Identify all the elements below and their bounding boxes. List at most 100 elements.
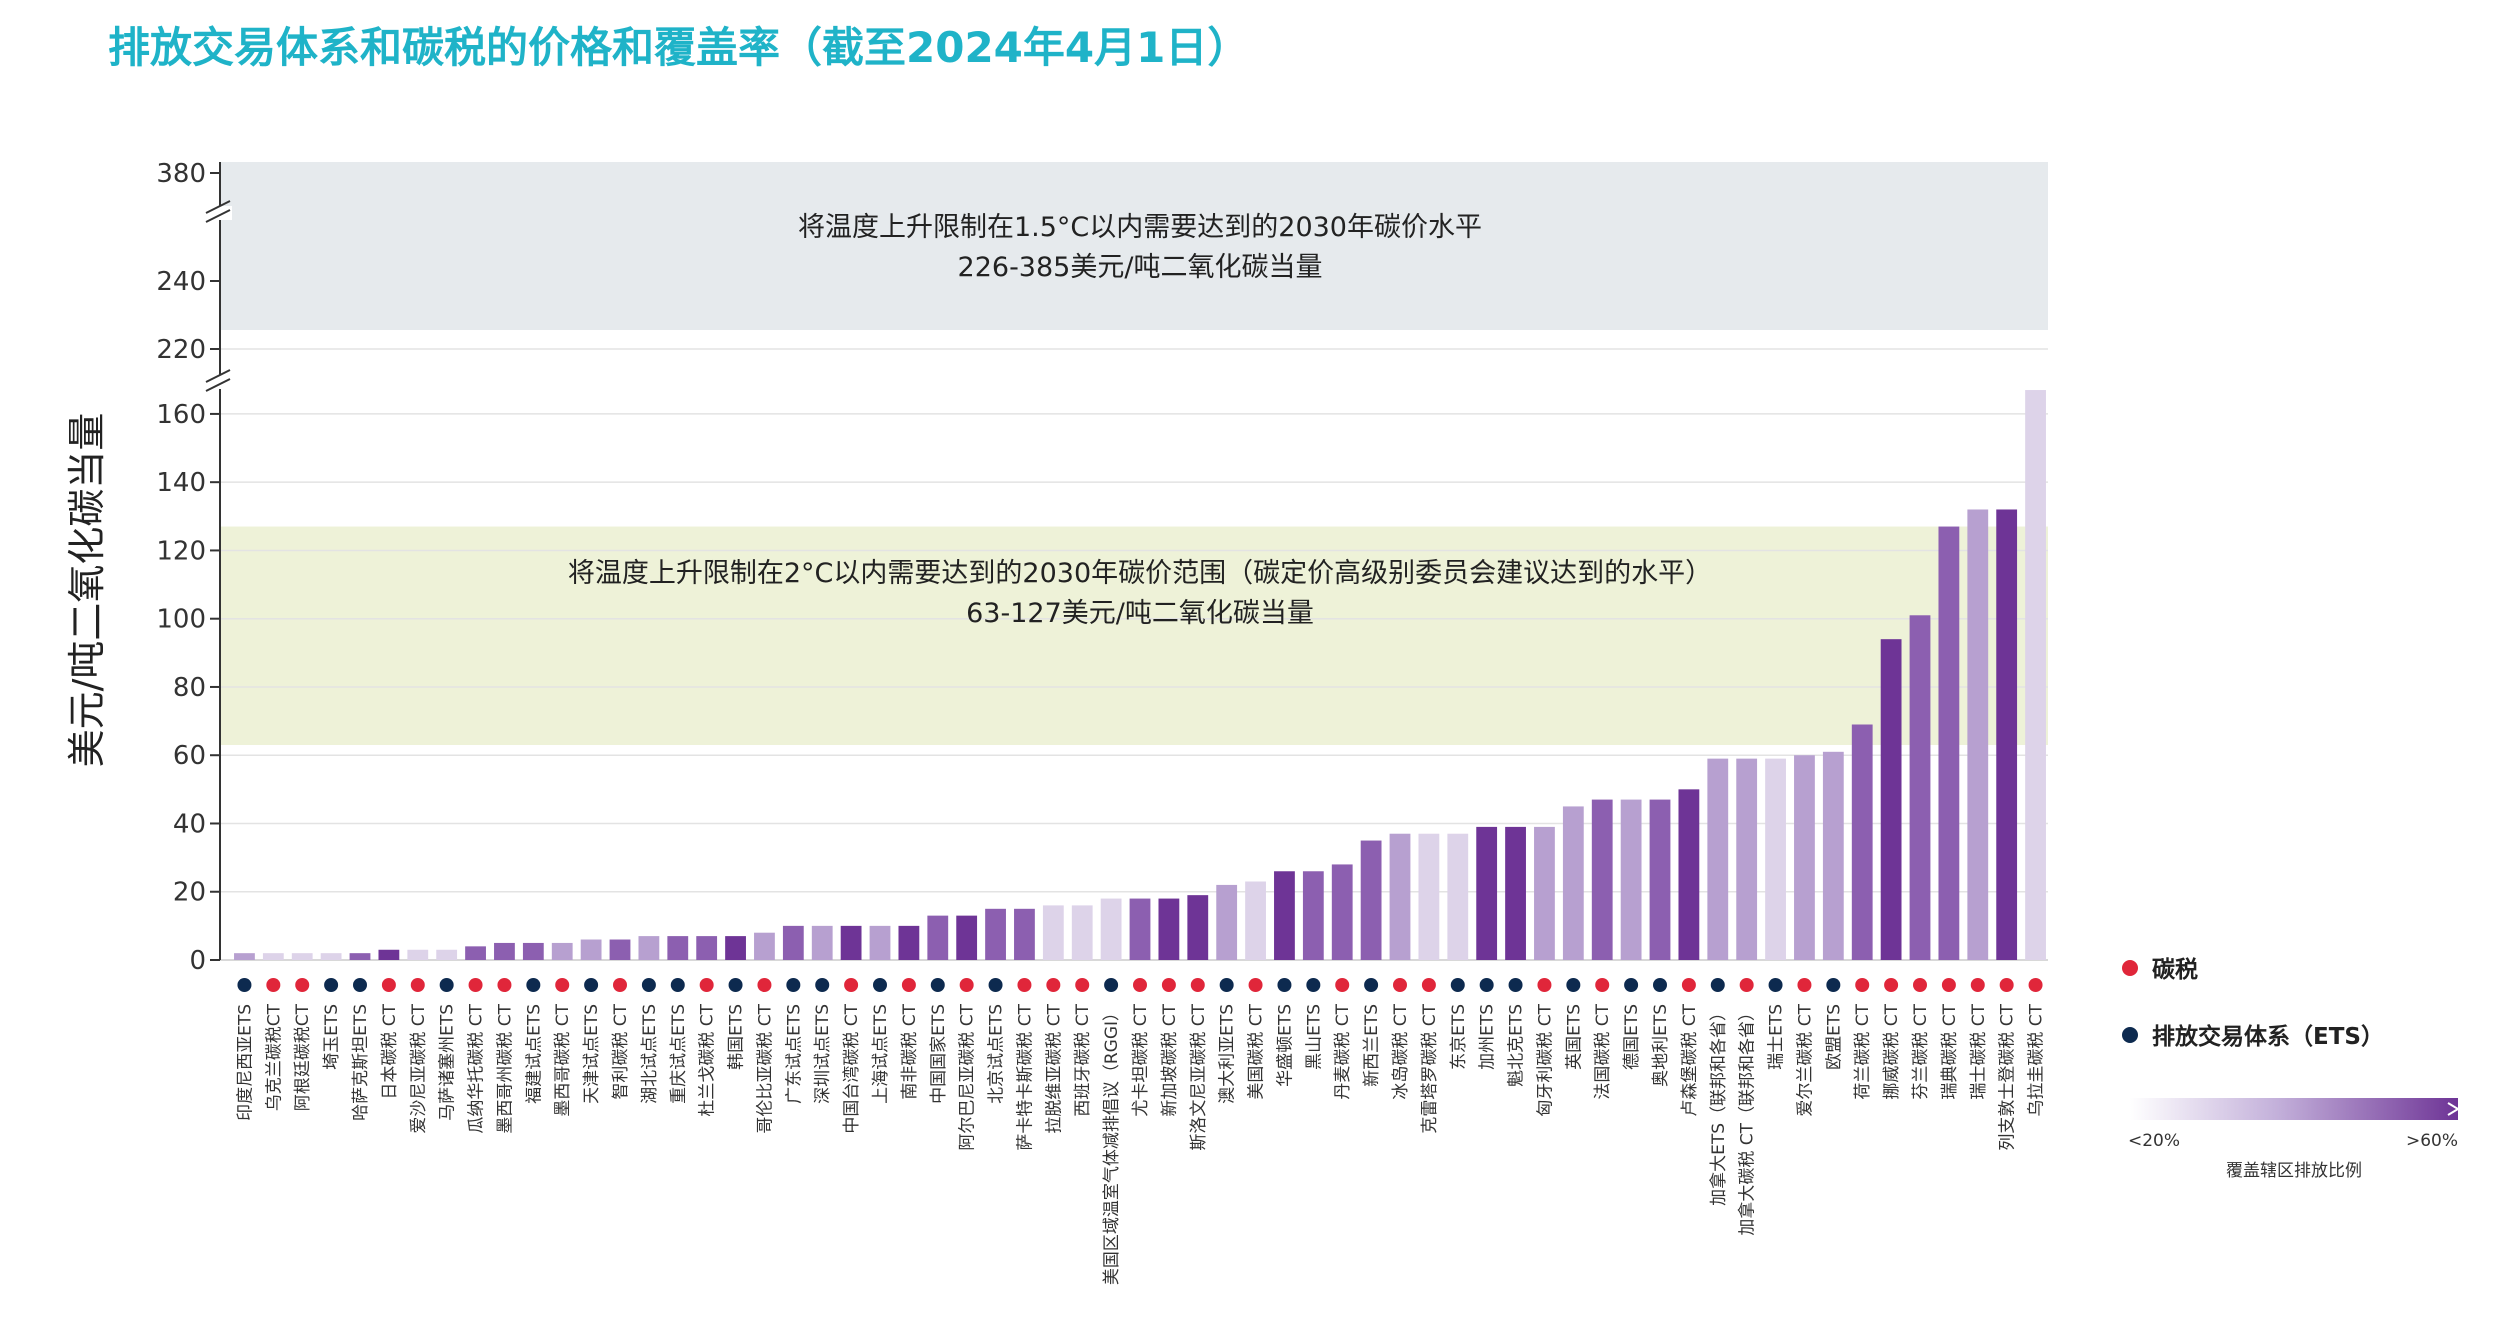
category-label: 日本碳税 CT xyxy=(380,1003,400,1099)
tax-dot xyxy=(1248,978,1263,992)
category-label: 瑞典碳税 CT xyxy=(1940,1003,1960,1099)
bar xyxy=(1447,833,1469,960)
bar xyxy=(291,953,313,960)
bar xyxy=(1938,526,1960,960)
ets-dot xyxy=(786,978,801,992)
ets-dot xyxy=(1219,978,1234,992)
tax-dot xyxy=(757,978,772,992)
bars xyxy=(234,390,2046,960)
tax-dot xyxy=(266,978,281,992)
bar xyxy=(1360,840,1382,960)
axis-break-mark xyxy=(205,378,231,392)
category-label: 天津试点ETS xyxy=(582,1004,602,1104)
category-label: 广东试点ETS xyxy=(784,1004,804,1104)
bar xyxy=(1042,905,1064,960)
legend-tax-dot xyxy=(2122,960,2138,976)
category-label: 乌拉圭碳税 CT xyxy=(2027,1003,2047,1116)
bar xyxy=(1505,826,1526,960)
tax-dot xyxy=(959,978,974,992)
tax-dot xyxy=(1595,978,1610,992)
tax-dot xyxy=(1335,978,1350,992)
category-label: 湖北试点ETS xyxy=(640,1004,660,1104)
tax-dot xyxy=(1999,978,2014,992)
tax-dot xyxy=(1855,978,1870,992)
category-label: 丹麦碳税 CT xyxy=(1333,1003,1353,1099)
category-label: 爱沙尼亚碳税 CT xyxy=(409,1003,429,1133)
bar xyxy=(811,925,833,960)
bar xyxy=(1591,799,1613,960)
coverage-gradient xyxy=(2130,1098,2458,1120)
category-labels: 印度尼西亚ETS 乌克兰碳税CT 阿根廷碳税CT 埼玉ETS 哈萨克斯坦ETS 日本碳税 … xyxy=(235,1003,2046,1285)
category-label: 乌克兰碳税CT xyxy=(264,1003,284,1111)
bar xyxy=(1158,898,1180,960)
bar xyxy=(465,946,486,960)
bar xyxy=(262,953,284,960)
category-label: 爱尔兰碳税 CT xyxy=(1795,1003,1815,1116)
ets-dot xyxy=(1566,978,1581,992)
ets-dot xyxy=(641,978,656,992)
bar xyxy=(1274,871,1295,960)
bar xyxy=(234,953,255,960)
category-label: 南非碳税 CT xyxy=(900,1003,920,1099)
band-1-5c-line2: 226-385美元/吨二氧化碳当量 xyxy=(958,252,1323,283)
bar xyxy=(551,942,573,960)
bar xyxy=(985,908,1006,960)
category-label: 重庆试点ETS xyxy=(669,1004,689,1104)
tax-dot xyxy=(1884,978,1899,992)
tax-dot xyxy=(1190,978,1205,992)
band-2c-line2: 63-127美元/吨二氧化碳当量 xyxy=(966,598,1314,629)
ets-dot xyxy=(353,978,367,992)
y-tick-label: 380 xyxy=(156,159,206,189)
category-label: 美国碳税 CT xyxy=(1247,1003,1267,1099)
bar xyxy=(725,936,746,960)
tax-dot xyxy=(1075,978,1090,992)
bar xyxy=(956,915,978,960)
bar xyxy=(1534,826,1555,960)
bar xyxy=(1216,884,1238,960)
category-label: 瑞士ETS xyxy=(1767,1004,1787,1070)
bar xyxy=(898,925,920,960)
axis-break-gap xyxy=(208,375,232,389)
category-label: 黑山ETS xyxy=(1304,1004,1324,1070)
category-label: 列支敦士登碳税 CT xyxy=(1998,1003,2018,1150)
category-label: 美国区域温室气体减排倡议（RGGI） xyxy=(1102,1004,1122,1285)
bar xyxy=(1794,755,1815,960)
legend-ets-dot xyxy=(2122,1027,2138,1043)
tax-dot xyxy=(1970,978,1985,992)
bar xyxy=(1129,898,1151,960)
bar xyxy=(436,949,458,960)
gradient-high-label: >60% xyxy=(2406,1131,2458,1151)
bar xyxy=(667,936,689,960)
ets-dot xyxy=(670,978,685,992)
category-label: 新加坡碳税 CT xyxy=(1160,1003,1180,1116)
category-label: 墨西哥州碳税 CT xyxy=(495,1003,515,1133)
bar xyxy=(1476,826,1498,960)
tax-dot xyxy=(699,978,714,992)
category-label: 北京试点ETS xyxy=(987,1004,1007,1104)
legend-tax-label: 碳税 xyxy=(2152,956,2198,983)
axis-break-mark xyxy=(205,200,231,214)
category-label: 法国碳税 CT xyxy=(1593,1003,1613,1099)
tax-dot xyxy=(1161,978,1176,992)
bar xyxy=(320,953,342,960)
tax-dot xyxy=(901,978,916,992)
category-label: 芬兰碳税 CT xyxy=(1911,1003,1931,1099)
category-label: 克雷塔罗碳税 CT xyxy=(1420,1003,1440,1133)
category-label: 中国国家ETS xyxy=(929,1004,949,1104)
tax-dot xyxy=(1133,978,1147,992)
ets-dot xyxy=(1479,978,1494,992)
legend-ets-label: 排放交易体系（ETS） xyxy=(2152,1023,2384,1050)
category-label: 加拿大ETS（联邦和各省） xyxy=(1708,1004,1729,1206)
category-label: 西班牙碳税 CT xyxy=(1073,1003,1093,1116)
category-label: 阿尔巴尼亚碳税 CT xyxy=(958,1003,978,1150)
band-2c-line1: 将温度上升限制在2°C以内需要达到的2030年碳价范围（碳定价高级别委员会建议达… xyxy=(568,558,1712,589)
category-label: 埼玉ETS xyxy=(322,1004,342,1070)
ets-dot xyxy=(584,978,599,992)
y-tick-label: 160 xyxy=(156,400,206,430)
category-label: 瓜纳华托碳税 CT xyxy=(467,1003,487,1133)
tax-dot xyxy=(468,978,483,992)
tax-dot xyxy=(1739,978,1754,992)
category-label: 卢森堡碳税 CT xyxy=(1680,1003,1700,1116)
ets-dot xyxy=(988,978,1003,992)
y-tick-label: 100 xyxy=(156,605,206,635)
